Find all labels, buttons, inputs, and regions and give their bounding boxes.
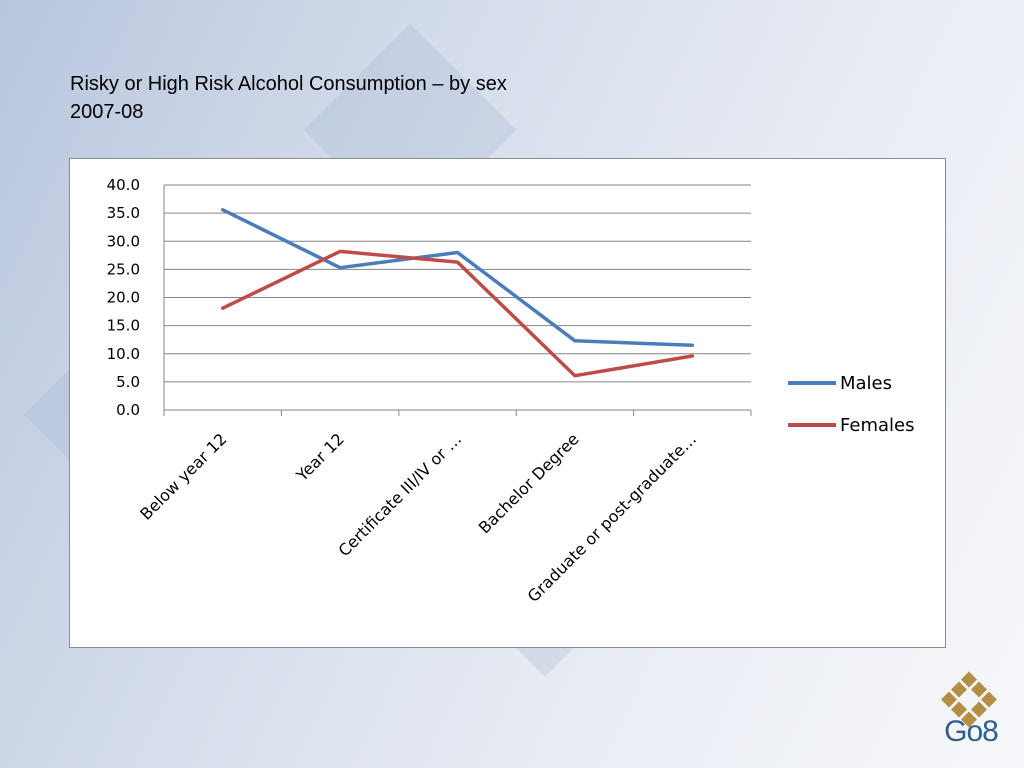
y-tick-label: 5.0: [116, 373, 140, 391]
y-tick-label: 20.0: [107, 289, 140, 307]
slide-title: Risky or High Risk Alcohol Consumption –…: [70, 70, 507, 126]
y-tick-label: 30.0: [107, 232, 140, 250]
logo-text: Go8: [944, 715, 999, 748]
logo-diamond: [961, 671, 977, 688]
logo-diamond: [951, 681, 967, 698]
go8-logo-icon: [941, 671, 997, 728]
y-tick-label: 35.0: [107, 204, 140, 222]
x-category-label: Bachelor Degree: [475, 429, 583, 537]
logo-diamond: [941, 691, 957, 708]
title-line-1: Risky or High Risk Alcohol Consumption –…: [70, 73, 507, 95]
series-line-males: [220, 208, 695, 348]
x-category-label: Year 12: [292, 429, 348, 485]
logo-diamond: [971, 701, 987, 718]
line-chart: 0.0 5.0 10.0 15.0 20.0 25.0 30.0 35.0 40.0 Below …: [107, 176, 915, 606]
logo-diamond: [951, 701, 967, 718]
y-tick-label: 40.0: [107, 176, 140, 194]
y-tick-label: 15.0: [107, 317, 140, 335]
y-tick-label: 0.0: [116, 401, 140, 419]
legend-label-females: Females: [840, 415, 914, 436]
series-line-females: [220, 249, 695, 378]
chart-frame: 0.0 5.0 10.0 15.0 20.0 25.0 30.0 35.0 40.0 Below …: [69, 158, 946, 648]
logo-diamond: [961, 711, 977, 728]
logo-diamond: [981, 691, 997, 708]
x-category-label: Certificate III/IV or …: [335, 429, 466, 560]
legend-label-males: Males: [840, 373, 892, 394]
y-tick-label: 10.0: [107, 345, 140, 363]
x-category-label: Below year 12: [136, 429, 230, 523]
title-line-2: 2007-08: [70, 101, 144, 123]
logo-diamond: [971, 681, 987, 698]
y-tick-label: 25.0: [107, 260, 140, 278]
